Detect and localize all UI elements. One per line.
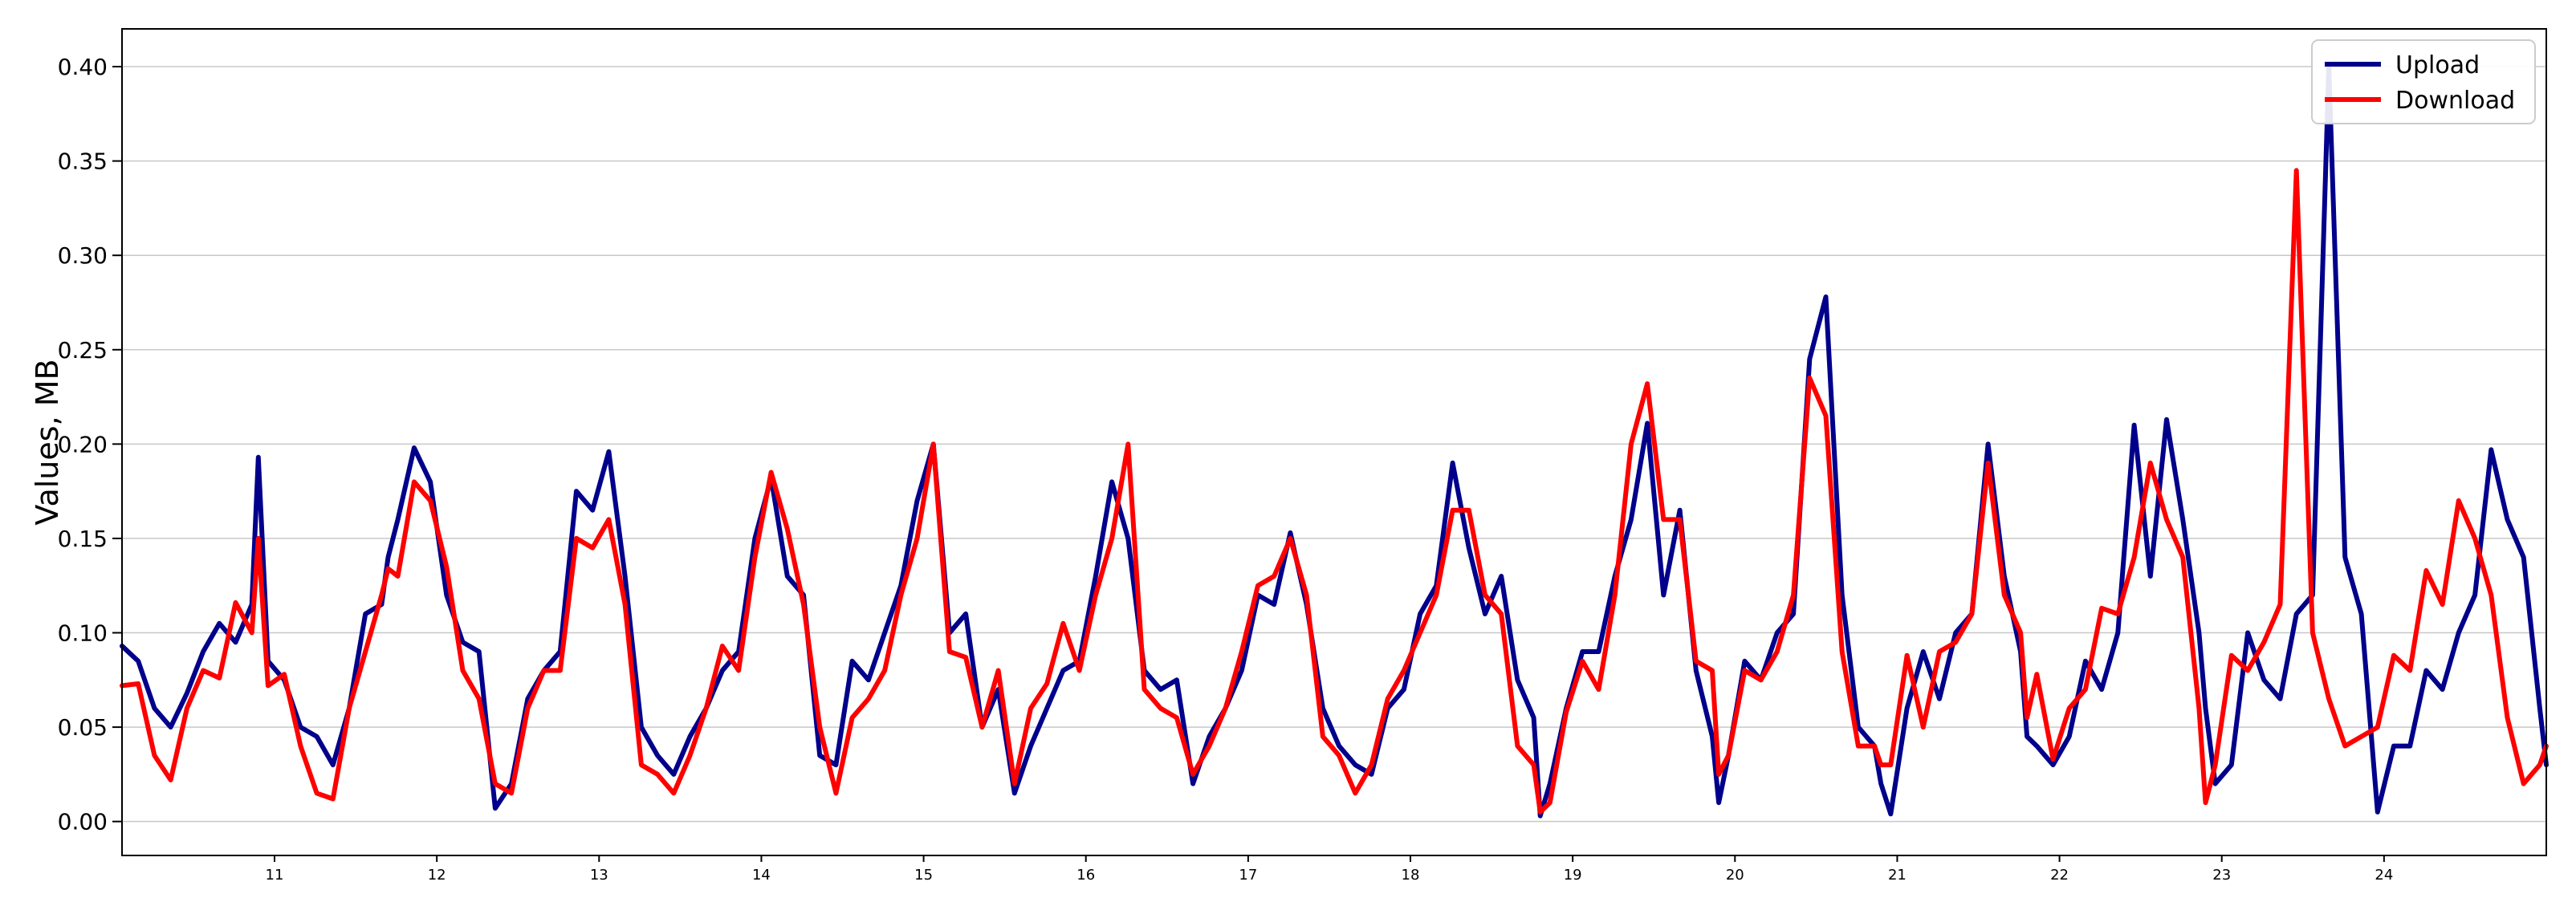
y-axis-title: Values, MB xyxy=(30,359,65,525)
x-tick-label: 21 xyxy=(1888,867,1907,884)
x-tick-label: 24 xyxy=(2375,867,2393,884)
x-tick-label: 18 xyxy=(1402,867,1420,884)
legend-box xyxy=(2311,39,2536,124)
x-tick-label: 17 xyxy=(1239,867,1257,884)
series-line-upload xyxy=(120,64,2549,819)
x-tick-label: 12 xyxy=(428,867,446,884)
legend-label: Download xyxy=(2395,87,2515,115)
legend-label: Upload xyxy=(2395,51,2480,79)
legend: Upload Download xyxy=(2311,39,2536,124)
y-tick-label: 0.15 xyxy=(58,526,108,552)
x-tick-label: 16 xyxy=(1076,867,1095,884)
x-tick-label: 20 xyxy=(1726,867,1744,884)
y-tick-label: 0.40 xyxy=(58,54,108,80)
x-tick-label: 11 xyxy=(266,867,284,884)
y-tick-label: 0.35 xyxy=(58,148,108,175)
y-tick-label: 0.25 xyxy=(58,337,108,364)
x-tick-label: 13 xyxy=(590,867,608,884)
plot-frame xyxy=(121,28,2547,856)
y-tick-label: 0.05 xyxy=(58,714,108,741)
x-tick-label: 23 xyxy=(2212,867,2231,884)
y-tick-label: 0.10 xyxy=(58,620,108,647)
x-axis: 11 12 13 14 15 16 17 18 19 20 21 22 23 24 xyxy=(266,855,2393,884)
x-tick-label: 19 xyxy=(1564,867,1582,884)
series-lines xyxy=(120,64,2549,819)
x-tick-label: 14 xyxy=(752,867,771,884)
y-tick-label: 0.20 xyxy=(58,431,108,457)
series-line-download xyxy=(120,168,2549,815)
y-axis: 0.00 0.05 0.10 0.15 0.20 0.25 0.30 0.35 0.40 xyxy=(58,54,122,835)
y-tick-label: 0.00 xyxy=(58,809,108,835)
y-tick-label: 0.30 xyxy=(58,242,108,269)
x-tick-label: 22 xyxy=(2050,867,2069,884)
x-tick-label: 15 xyxy=(914,867,933,884)
